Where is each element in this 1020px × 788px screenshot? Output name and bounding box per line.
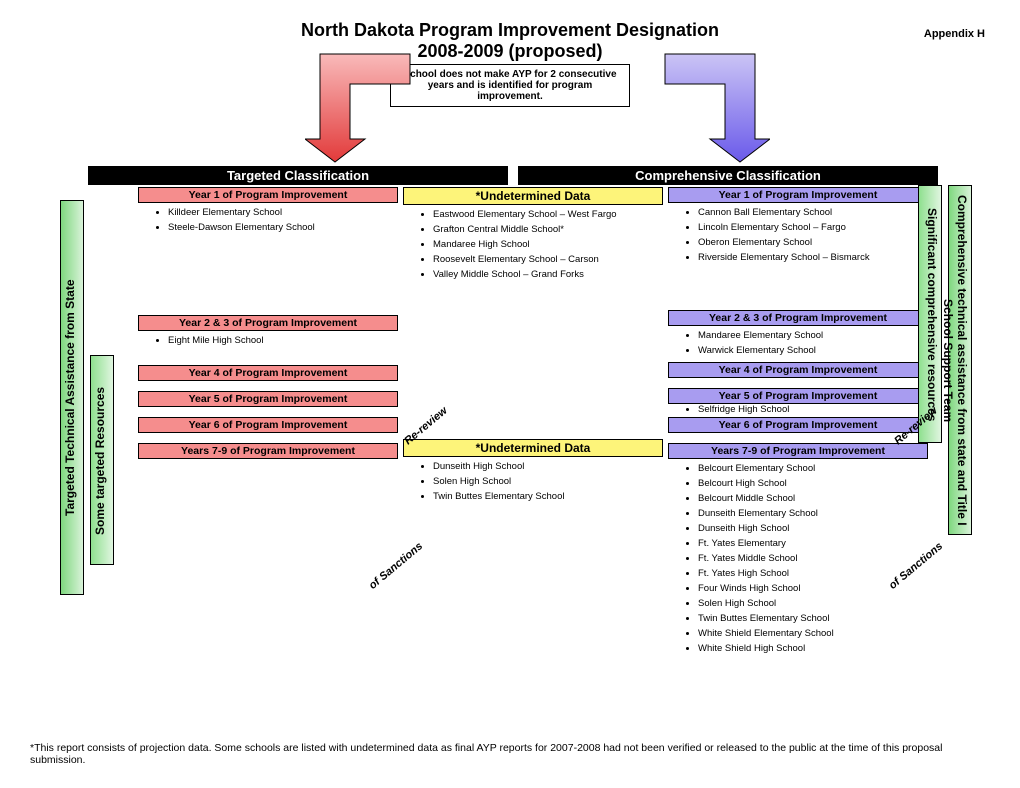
list-item: Oberon Elementary School — [698, 235, 928, 250]
targeted-year6-bar: Year 6 of Program Improvement — [138, 417, 398, 433]
list-item: Twin Buttes Elementary School — [433, 489, 663, 504]
list-item: Eastwood Elementary School – West Fargo — [433, 207, 663, 222]
arrow-container — [30, 107, 990, 162]
arrow-right-blue-icon — [660, 49, 770, 164]
list-item: White Shield High School — [698, 641, 928, 656]
list-item: Dunseith High School — [433, 459, 663, 474]
targeted-year23-list: Eight Mile High School — [138, 331, 398, 350]
list-item: Valley Middle School – Grand Forks — [433, 267, 663, 282]
list-item: Twin Buttes Elementary School — [698, 611, 928, 626]
list-item: Ft. Yates Middle School — [698, 551, 928, 566]
comp-year79-list: Belcourt Elementary School Belcourt High… — [668, 459, 928, 658]
comprehensive-classification-header: Comprehensive Classification — [518, 166, 938, 185]
main-area: Targeted Technical Assistance from State… — [30, 185, 990, 658]
undetermined-bottom-bar: *Undetermined Data — [403, 439, 663, 457]
undetermined-top-list: Eastwood Elementary School – West Fargo … — [403, 205, 663, 284]
intro-box: School does not make AYP for 2 consecuti… — [390, 64, 630, 107]
targeted-year1-bar: Year 1 of Program Improvement — [138, 187, 398, 203]
list-item: Lincoln Elementary School – Fargo — [698, 220, 928, 235]
list-item: Steele-Dawson Elementary School — [168, 220, 398, 235]
list-item: Solen High School — [698, 596, 928, 611]
list-item: Belcourt Middle School — [698, 491, 928, 506]
list-item: Killdeer Elementary School — [168, 205, 398, 220]
comprehensive-column: Year 1 of Program Improvement Cannon Bal… — [668, 185, 928, 658]
list-item: Eight Mile High School — [168, 333, 398, 348]
targeted-year23-bar: Year 2 & 3 of Program Improvement — [138, 315, 398, 331]
list-item: Warwick Elementary School — [698, 343, 928, 358]
comp-year1-bar: Year 1 of Program Improvement — [668, 187, 928, 203]
targeted-column: Year 1 of Program Improvement Killdeer E… — [138, 185, 398, 658]
title-line1: North Dakota Program Improvement Designa… — [30, 20, 990, 41]
list-item: Mandaree High School — [433, 237, 663, 252]
list-item: Ft. Yates Elementary — [698, 536, 928, 551]
footnote-text: *This report consists of projection data… — [30, 742, 990, 766]
comp-year4-bar: Year 4 of Program Improvement — [668, 362, 928, 378]
list-item: Grafton Central Middle School* — [433, 222, 663, 237]
list-item: Selfridge High School — [698, 404, 928, 415]
comp-year79-bar: Years 7-9 of Program Improvement — [668, 443, 928, 459]
left-outer-label: Targeted Technical Assistance from State — [63, 215, 77, 580]
list-item: Mandaree Elementary School — [698, 328, 928, 343]
comp-year5-list: Selfridge High School — [668, 404, 928, 415]
comp-year5-bar: Year 5 of Program Improvement — [668, 388, 928, 404]
comp-year23-list: Mandaree Elementary School Warwick Eleme… — [668, 326, 928, 360]
targeted-year4-bar: Year 4 of Program Improvement — [138, 365, 398, 381]
list-item: Dunseith High School — [698, 521, 928, 536]
appendix-label: Appendix H — [924, 28, 985, 40]
list-item: Belcourt High School — [698, 476, 928, 491]
comp-year1-list: Cannon Ball Elementary School Lincoln El… — [668, 203, 928, 267]
undetermined-column: *Undetermined Data Eastwood Elementary S… — [403, 185, 663, 658]
targeted-year5-bar: Year 5 of Program Improvement — [138, 391, 398, 407]
list-item: Solen High School — [433, 474, 663, 489]
list-item: White Shield Elementary School — [698, 626, 928, 641]
targeted-year1-list: Killdeer Elementary School Steele-Dawson… — [138, 203, 398, 237]
undetermined-top-bar: *Undetermined Data — [403, 187, 663, 205]
list-item: Riverside Elementary School – Bismarck — [698, 250, 928, 265]
list-item: Dunseith Elementary School — [698, 506, 928, 521]
right-outer-label: Comprehensive technical assistance from … — [941, 193, 969, 528]
comp-year23-bar: Year 2 & 3 of Program Improvement — [668, 310, 928, 326]
targeted-classification-header: Targeted Classification — [88, 166, 508, 185]
classification-header-row: Targeted Classification Comprehensive Cl… — [30, 166, 990, 185]
left-inner-label: Some targeted Resources — [93, 363, 107, 558]
right-inner-label: Significant comprehensive resources — [925, 193, 939, 436]
arrow-left-red-icon — [305, 49, 415, 164]
title-line2: 2008-2009 (proposed) — [30, 41, 990, 62]
list-item: Belcourt Elementary School — [698, 461, 928, 476]
comp-year6-bar: Year 6 of Program Improvement — [668, 417, 928, 433]
targeted-year79-bar: Years 7-9 of Program Improvement — [138, 443, 398, 459]
list-item: Roosevelt Elementary School – Carson — [433, 252, 663, 267]
undetermined-bottom-list: Dunseith High School Solen High School T… — [403, 457, 663, 506]
list-item: Cannon Ball Elementary School — [698, 205, 928, 220]
